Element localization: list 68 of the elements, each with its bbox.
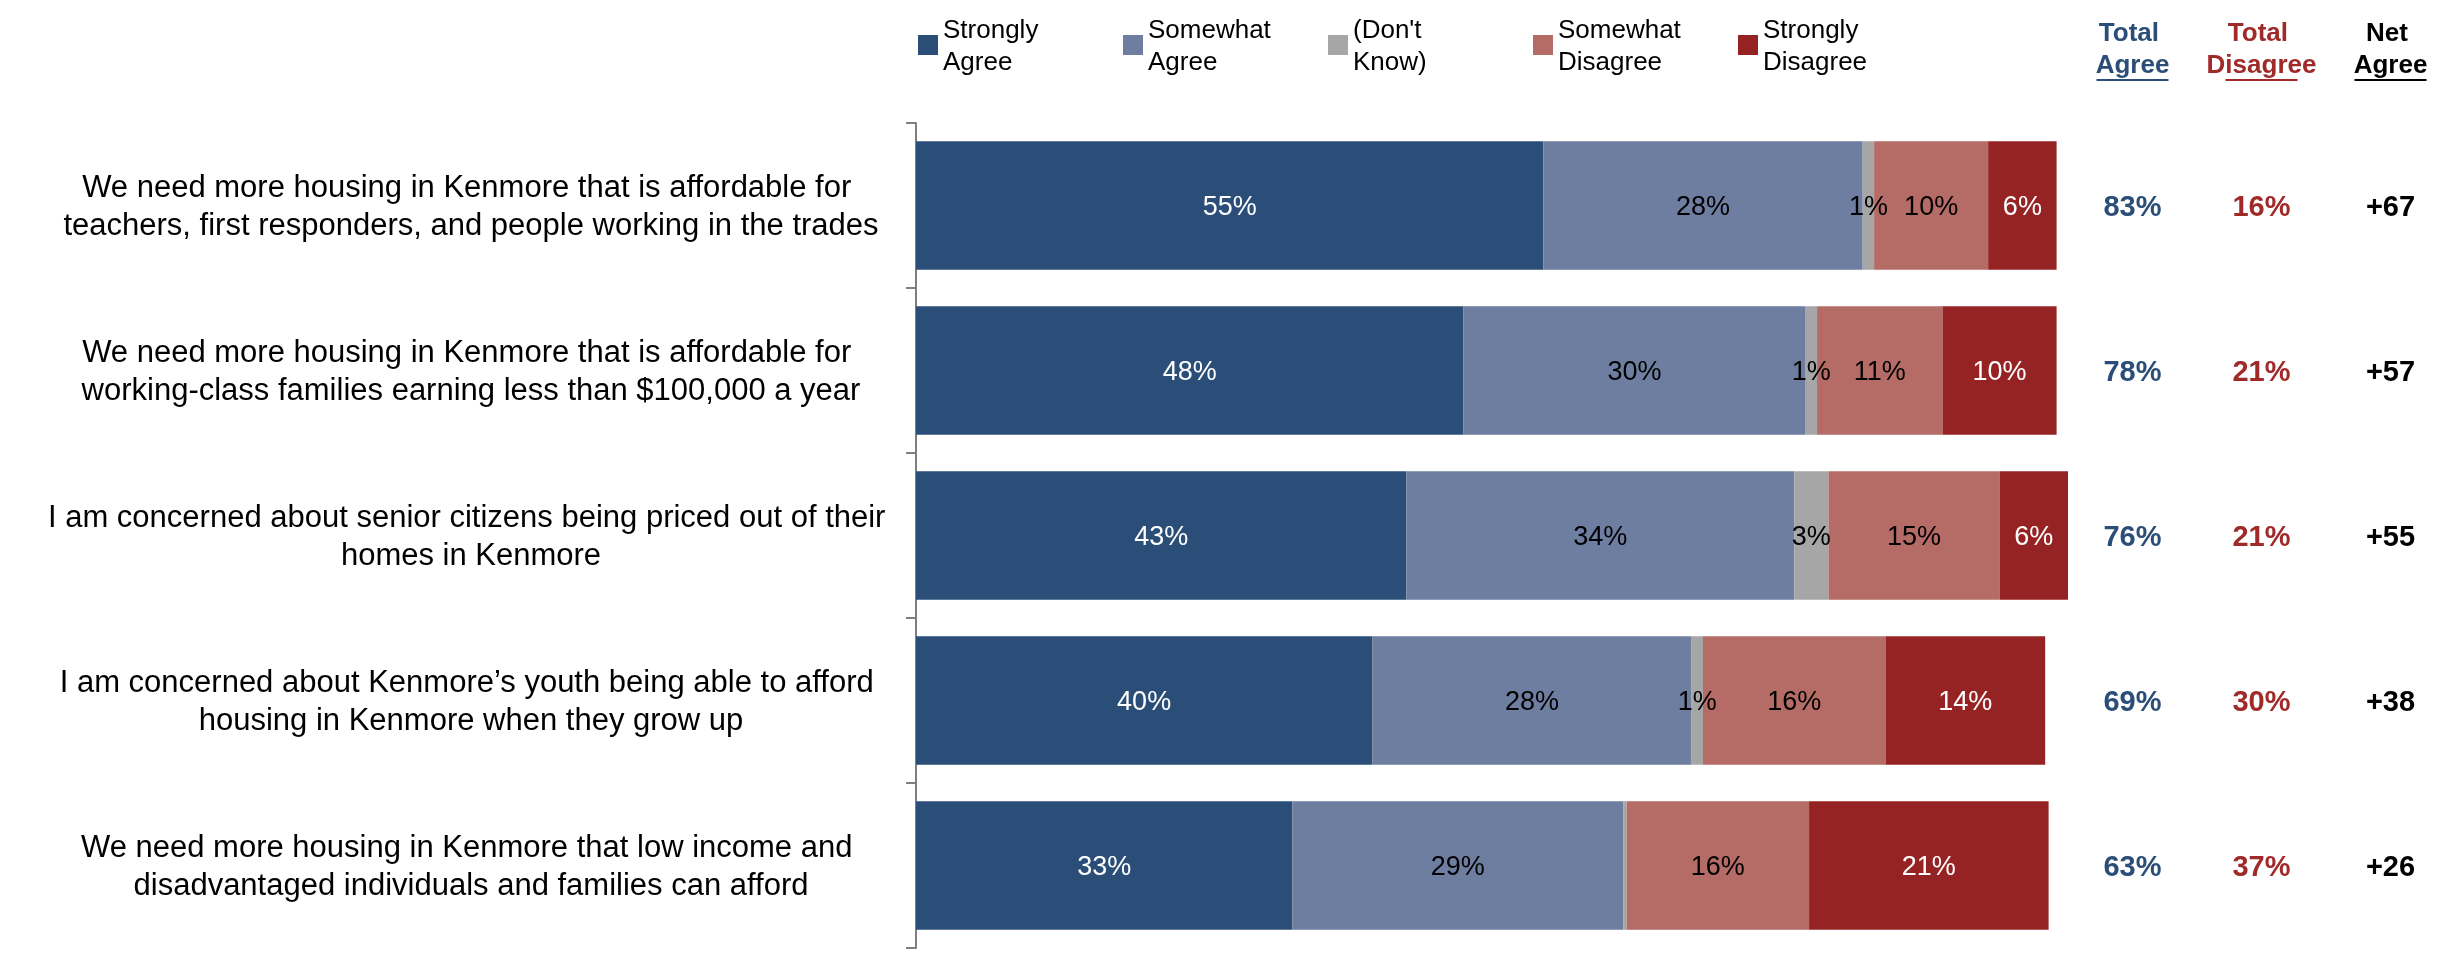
data-label: 33% [1077,850,1132,881]
data-label: 1% [1791,355,1831,386]
data-label: 3% [1791,520,1831,551]
y-tick-label: We need more housing in Kenmore that low income and disadvantaged individuals and families can afford [80,829,862,902]
data-label: 34% [1573,520,1628,551]
data-label: 43% [1134,520,1189,551]
data-label: 1% [1677,685,1717,716]
bar [1292,801,1624,930]
data-label: 29% [1430,850,1485,881]
bar [1999,471,2068,600]
text: 78% [2103,354,2162,387]
data-label: 6% [2014,520,2054,551]
text: 76% [2103,519,2162,552]
text: 21% [2232,519,2291,552]
bar [1406,471,1795,600]
data-label: 48% [1162,355,1217,386]
data-label: 28% [1504,685,1559,716]
data-label: 6% [2002,190,2042,221]
bar [1988,141,2057,270]
y-tick-label: We need more housing in Kenmore that is affordable for teachers, first responders, and people working in the trades [63,169,879,242]
data-label: 16% [1767,685,1822,716]
legend-label: Strongly Agree [943,14,1046,76]
data-label: 55% [1202,190,1257,221]
data-label: 10% [1972,355,2027,386]
y-tick-label: I am concerned about Kenmore’s youth being able to afford housing in Kenmore when they grow up [59,664,883,737]
data-label: 11% [1853,355,1906,386]
data-label: 40% [1117,685,1172,716]
bar [1809,801,2049,930]
text: 69% [2103,684,2162,717]
bar [916,801,1293,930]
bar [916,636,1373,765]
bar [916,471,1407,600]
text: Total Disagree [2206,17,2317,79]
data-label: 1% [1848,190,1888,221]
legend-label: Somewhat Agree [1148,14,1279,76]
data-label: 15% [1887,520,1942,551]
text: 63% [2103,849,2162,882]
text: 83% [2103,189,2162,222]
data-label: 14% [1938,685,1993,716]
bar [916,306,1464,435]
text: +38 [2365,684,2416,717]
text: 16% [2232,189,2291,222]
y-tick-label: We need more housing in Kenmore that is affordable for working-class families earning less than $100,000 a year [80,334,861,407]
bar [1885,636,2046,765]
data-label: 10% [1904,190,1959,221]
bar [916,141,1544,270]
text: 37% [2232,849,2291,882]
text: 30% [2232,684,2291,717]
legend-label: (Don't Know) [1353,14,1429,76]
text: Net Agree [2353,17,2428,79]
data-label: 30% [1607,355,1662,386]
y-tick-label: I am concerned about senior citizens being priced out of their homes in Kenmore [47,499,895,572]
bar [1623,801,1627,930]
data-label: 21% [1901,850,1956,881]
bar [1794,471,1829,600]
data-label: 28% [1675,190,1731,221]
legend-label: Strongly Disagree [1763,14,1868,76]
text: 21% [2232,354,2291,387]
data-label: 16% [1690,850,1745,881]
text: +26 [2365,849,2416,882]
text: +55 [2365,519,2416,552]
text: Total Agree [2095,17,2170,79]
text: +67 [2365,189,2416,222]
bar [1942,306,2057,435]
legend-label: Somewhat Disagree [1558,14,1689,76]
bar [1828,471,2000,600]
bar [1626,801,1810,930]
text: +57 [2365,354,2416,387]
